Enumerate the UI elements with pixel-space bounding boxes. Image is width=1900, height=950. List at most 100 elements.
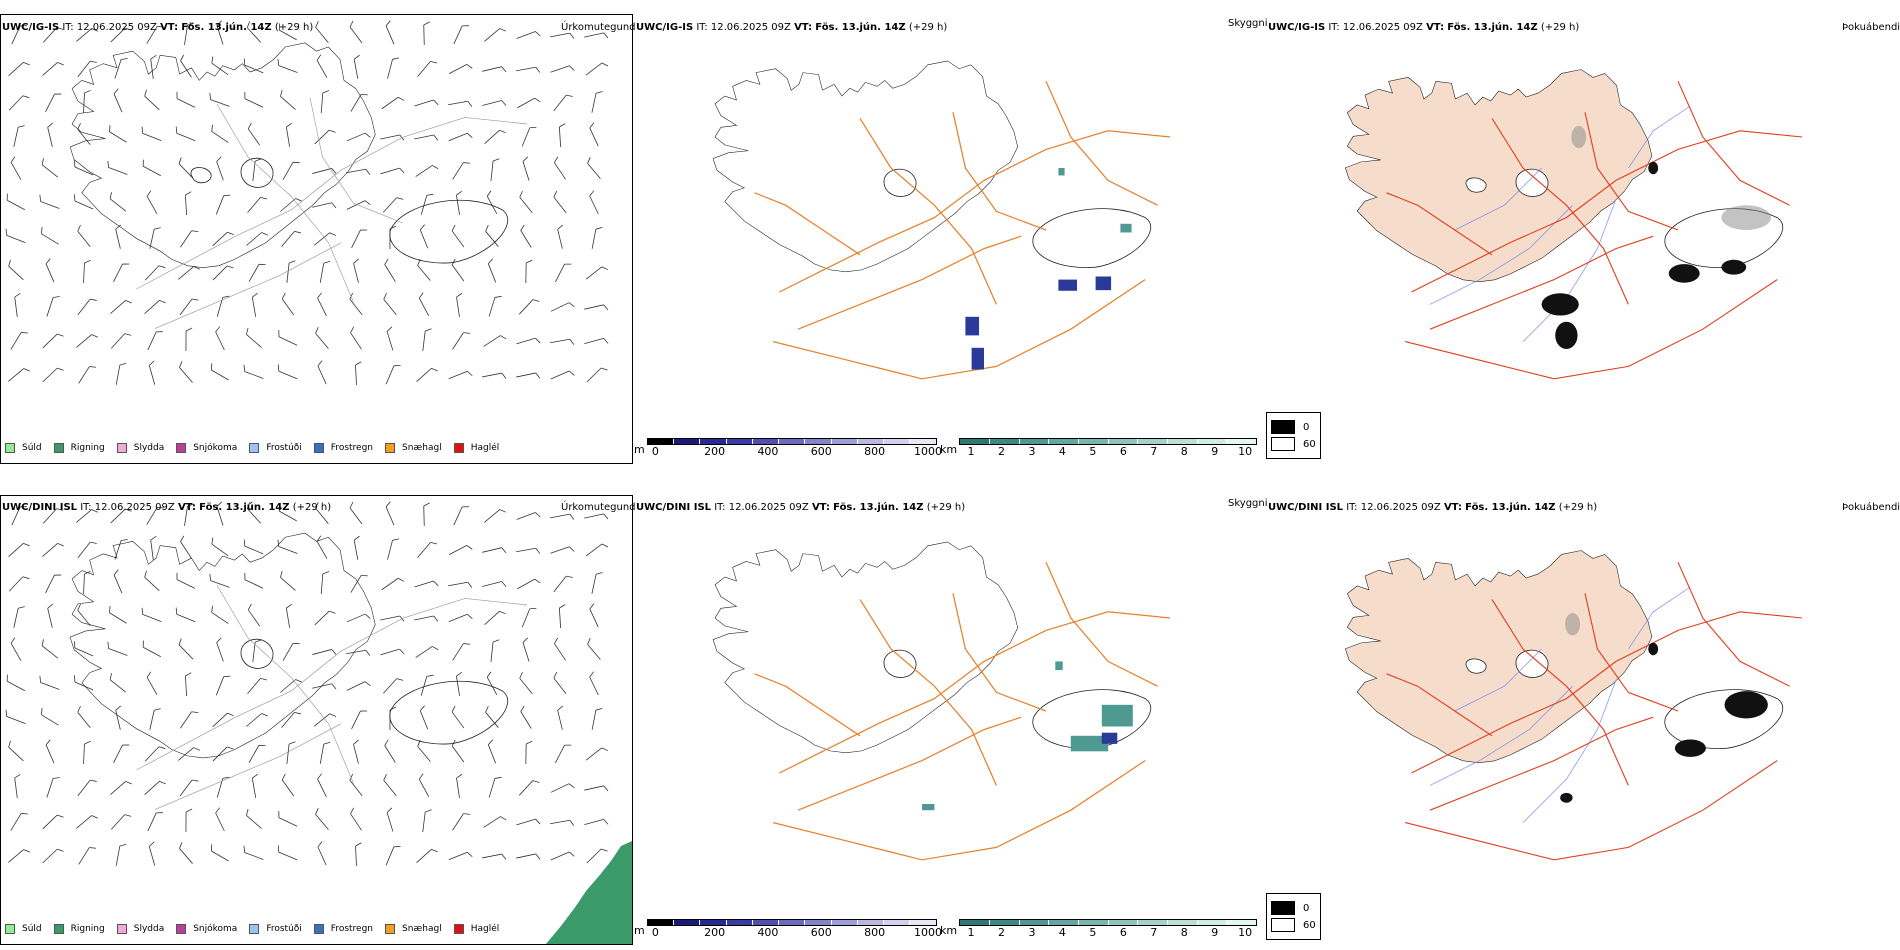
wind-barb <box>451 705 465 729</box>
cbar-cell <box>752 920 780 925</box>
lead-time: (+29 h) <box>274 22 314 33</box>
cbar-cell <box>960 920 990 925</box>
cbar-cell <box>1227 920 1257 925</box>
wind-barb <box>550 65 575 73</box>
wind-barb <box>584 304 609 311</box>
wind-barb <box>349 292 363 316</box>
fog-legend-label: 0 <box>1303 902 1310 914</box>
wind-barb <box>484 509 506 523</box>
it-label: IT: <box>1328 22 1340 33</box>
wind-barb <box>313 232 337 246</box>
wind-barb <box>488 295 502 317</box>
wind-barb <box>11 25 27 45</box>
wind-barb <box>248 744 266 763</box>
cbar-cell <box>1078 920 1109 925</box>
cbar-unit-m: m <box>634 443 645 456</box>
wind-barb <box>5 709 26 724</box>
fog-legend-swatch <box>1271 918 1295 932</box>
wind-barb <box>416 367 438 382</box>
precip-legend-swatch <box>176 443 187 453</box>
wind-barb <box>587 157 601 179</box>
wind-barb <box>281 773 295 797</box>
wind-barb <box>451 739 465 763</box>
wind-barb <box>109 673 127 693</box>
wind-barb <box>77 60 97 78</box>
wind-barb <box>286 741 296 764</box>
cbar-cell <box>805 920 832 925</box>
wind-barb <box>144 780 166 795</box>
wind-barb <box>211 537 229 557</box>
wind-barb <box>280 570 296 591</box>
wind-barb <box>417 61 438 77</box>
panel-title-visibility-row1: Skyggni <box>1228 18 1268 29</box>
wind-barb <box>483 335 507 347</box>
precip-legend-item: Frostúði <box>249 443 302 453</box>
wind-barb <box>180 535 192 559</box>
fog-legend-swatch <box>1271 901 1295 915</box>
wind-barb <box>385 845 401 866</box>
wind-barb <box>422 328 432 351</box>
wind-barb <box>41 158 59 178</box>
wind-barb <box>452 162 471 180</box>
vt-label: VT: <box>811 502 830 513</box>
wind-barb <box>113 744 130 764</box>
wind-barb <box>110 333 132 349</box>
precip-legend-label: Súld <box>22 443 42 453</box>
wind-barb <box>246 232 268 246</box>
wind-barb <box>185 808 193 833</box>
wind-barb <box>278 811 298 827</box>
wind-barb <box>146 507 164 525</box>
wind-barb <box>488 776 502 798</box>
precip-legend-item: Súld <box>5 443 42 453</box>
wind-barb <box>387 538 400 560</box>
wind-barb <box>8 849 30 863</box>
wind-barb <box>487 739 497 764</box>
precip-legend-label: Haglél <box>470 924 500 934</box>
cbar-tick-label: 600 <box>810 926 832 939</box>
wind-barb <box>246 713 268 727</box>
precip-legend-swatch <box>385 924 396 934</box>
wind-barb <box>244 573 264 589</box>
lead-time: (+29 h) <box>1558 502 1598 513</box>
vt-value: Fös. 13.jún. 14Z <box>1447 22 1538 33</box>
vt-value: Fös. 13.jún. 14Z <box>181 22 272 33</box>
wind-barb <box>350 575 368 593</box>
wind-barb <box>141 607 162 622</box>
cbar-tick-label: 9 <box>1211 926 1219 939</box>
wind-barb <box>448 545 473 555</box>
precip-legend-item: Snjókoma <box>176 924 237 934</box>
precip-legend-item: Frostregn <box>313 924 373 934</box>
precip-legend-swatch <box>453 924 464 934</box>
wind-barb <box>584 32 609 39</box>
wind-barb <box>8 576 30 592</box>
wind-barb <box>41 708 59 726</box>
precip-legend-swatch <box>313 443 324 453</box>
it-value: 12.06.2025 09Z <box>1360 502 1441 513</box>
wind-barb <box>252 639 262 662</box>
wind-barb <box>8 542 30 557</box>
wind-barb <box>150 536 157 560</box>
wind-barb <box>216 156 224 181</box>
precip-legend-swatch <box>53 924 64 934</box>
cbar-cell <box>910 920 936 925</box>
it-value: 12.06.2025 09Z <box>76 22 157 33</box>
wind-barb <box>521 126 537 147</box>
wind-barb <box>42 62 64 76</box>
fog-legend-label: 60 <box>1303 919 1316 931</box>
cbar-tick-label: 7 <box>1150 926 1158 939</box>
wind-barb <box>77 705 91 729</box>
precip-map-row2 <box>5 501 632 944</box>
wind-barb <box>211 56 229 76</box>
wind-barb <box>516 547 541 554</box>
wind-barb <box>589 190 599 215</box>
wind-barb <box>349 20 363 44</box>
wind-barb <box>243 845 264 860</box>
wind-barb <box>422 809 432 832</box>
precip-legend-swatch <box>116 443 127 453</box>
cbar-tick-label: 2 <box>997 926 1005 939</box>
panel-title-visibility-row2: Skyggni <box>1228 498 1268 509</box>
wind-barb <box>42 333 64 349</box>
wind-barb <box>486 671 498 695</box>
precip-legend-label: Rigning <box>70 924 105 934</box>
wind-barb <box>247 122 261 146</box>
